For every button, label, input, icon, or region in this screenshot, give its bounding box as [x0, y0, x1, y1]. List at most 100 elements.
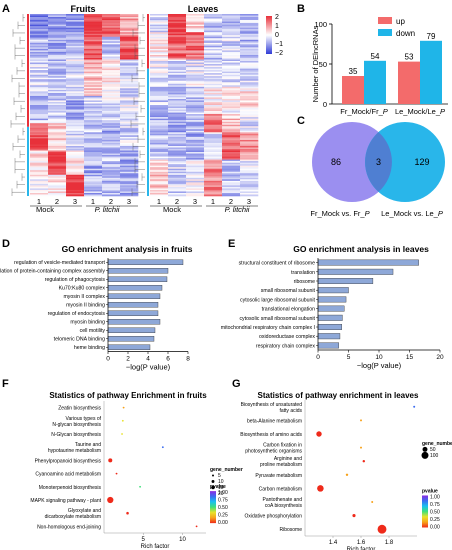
heatmap-leaves-cell — [168, 71, 187, 74]
heatmap-leaves-cell — [204, 168, 223, 171]
heatmap-fruits-cell — [84, 130, 103, 133]
heatmap-fruits-cell — [66, 105, 85, 107]
heatmap-leaves-cell — [186, 101, 205, 104]
heatmap-leaves-cell — [240, 32, 259, 35]
heatmap-leaves-cell — [186, 156, 205, 159]
heatmap-fruits-cell — [84, 71, 103, 74]
heatmap-fruits-cell — [48, 174, 67, 177]
heatmap-leaves-cell — [168, 192, 187, 195]
heatmap-leaves-cell — [204, 59, 223, 62]
heatmap-leaves-cell — [168, 24, 187, 27]
heatmap-leaves-cell — [186, 70, 205, 72]
heatmap-fruits-cell — [66, 145, 85, 148]
heatmap-leaves-cell — [222, 145, 241, 148]
heatmap-leaves-cell — [150, 171, 169, 174]
heatmap-leaves-cell — [204, 73, 223, 75]
heatmap-leaves-cell — [240, 51, 259, 54]
heatmap-leaves-cell — [222, 73, 241, 75]
heatmap-fruits-cell — [30, 165, 49, 168]
heatmap-fruits-cell — [84, 165, 103, 168]
heatmap-fruits-cell — [66, 30, 85, 33]
heatmap-leaves-cell — [186, 176, 205, 179]
heatmap-fruits-cell — [48, 64, 67, 66]
heatmap-fruits-cell — [120, 164, 139, 166]
heatmap-leaves-cell — [168, 129, 187, 132]
heatmap-fruits-cell — [30, 39, 49, 42]
heatmap-leaves-cell — [186, 127, 205, 130]
heatmap-leaves-cell — [168, 159, 187, 162]
heatmap-leaves-cell — [150, 185, 169, 188]
heatmap-leaves-cell — [186, 32, 205, 35]
heatmap-leaves-cell — [150, 74, 169, 77]
heatmap-leaves-cell — [168, 51, 187, 54]
venn-diagram: 86 3 129 Fr_Mock vs. Fr_P Le_Mock vs. Le… — [310, 122, 445, 218]
heatmap-leaves-cell — [150, 165, 169, 168]
heatmap-fruits-cell — [102, 68, 121, 71]
heatmap-leaves-cell — [204, 135, 223, 138]
heatmap-fruits-cell — [30, 126, 49, 129]
heatmap-fruits-cell — [102, 135, 121, 138]
heatmap-fruits-cell — [102, 44, 121, 47]
heatmap-leaves-cell — [222, 186, 241, 189]
heatmap-fruits-cell — [84, 171, 103, 174]
category-label: Cyanoamino acid metabolism — [35, 472, 101, 478]
heatmap-fruits-cell — [30, 144, 49, 147]
heatmap-leaves-cell — [186, 15, 205, 18]
heatmap-leaves-cell — [186, 97, 205, 100]
heatmap-leaves-cell — [222, 106, 241, 109]
heatmap-leaves-cell — [240, 180, 259, 183]
heatmap-leaves-cell — [168, 103, 187, 106]
heatmap-fruits-cell — [120, 57, 139, 60]
heatmap-leaves-cell — [204, 147, 223, 150]
heatmap-fruits-cell — [30, 76, 49, 78]
heatmap-leaves-cell — [150, 32, 169, 35]
heatmap-leaves-cell — [186, 194, 205, 197]
heatmap-fruits-cell — [102, 142, 121, 145]
heatmap-fruits-cell — [102, 123, 121, 126]
size-legend-dot — [211, 474, 215, 477]
heatmap-leaves-cell — [168, 139, 187, 142]
heatmap-fruits-cell — [120, 155, 139, 157]
heatmap-leaves-cell — [186, 159, 205, 162]
heatmap-leaves-cell — [240, 168, 259, 171]
heatmap-leaves-cell — [222, 20, 241, 22]
data-point — [371, 501, 374, 503]
heatmap-leaves-cell — [168, 38, 187, 41]
heatmap-leaves-cell — [222, 67, 241, 69]
heatmap-fruits-cell — [84, 142, 103, 145]
heatmap-leaves-cell — [240, 27, 259, 30]
heatmap-fruits-cell — [48, 79, 67, 82]
colorbar-tick-label: 1 — [275, 23, 279, 30]
heatmap-fruits-cell — [30, 103, 49, 106]
heatmap-leaves-cell — [168, 62, 187, 65]
heatmap-leaves-cell — [222, 79, 241, 82]
heatmap-leaves-cell — [204, 39, 223, 42]
heatmap-leaves-cell — [168, 167, 187, 169]
size-legend-dot — [211, 480, 215, 483]
heatmap-leaves-cell — [186, 91, 205, 94]
heatmap-fruits-cell — [30, 61, 49, 63]
heatmap-leaves-cell — [204, 20, 223, 22]
heatmap-fruits-cell — [84, 27, 103, 30]
heatmap-leaves-cell — [222, 162, 241, 165]
heatmap-leaves-cell — [168, 182, 187, 185]
heatmap-fruits-cell — [84, 21, 103, 24]
heatmap-fruits-cell — [48, 161, 67, 163]
heatmap-fruits-cell — [66, 111, 85, 113]
heatmap-leaves-cell — [222, 53, 241, 56]
heatmap-fruits-cell — [66, 147, 85, 150]
heatmap-fruits-cell — [102, 30, 121, 33]
heatmap-leaves-cell — [186, 39, 205, 42]
heatmap-fruits-cell — [48, 67, 67, 69]
heatmap-leaves-cell — [204, 44, 223, 47]
heatmap-fruits-cell — [66, 65, 85, 68]
heatmap-leaves-cell — [168, 173, 187, 176]
heatmap-fruits-cell — [102, 91, 121, 94]
heatmap-fruits-cell — [48, 121, 67, 124]
heatmap-leaves-cell — [186, 61, 205, 63]
heatmap-fruits-cell — [30, 57, 49, 60]
heatmap-leaves-cell — [204, 53, 223, 56]
heatmap-leaves-cell — [186, 123, 205, 126]
heatmap-fruits-cell — [84, 156, 103, 159]
data-point — [352, 514, 356, 518]
